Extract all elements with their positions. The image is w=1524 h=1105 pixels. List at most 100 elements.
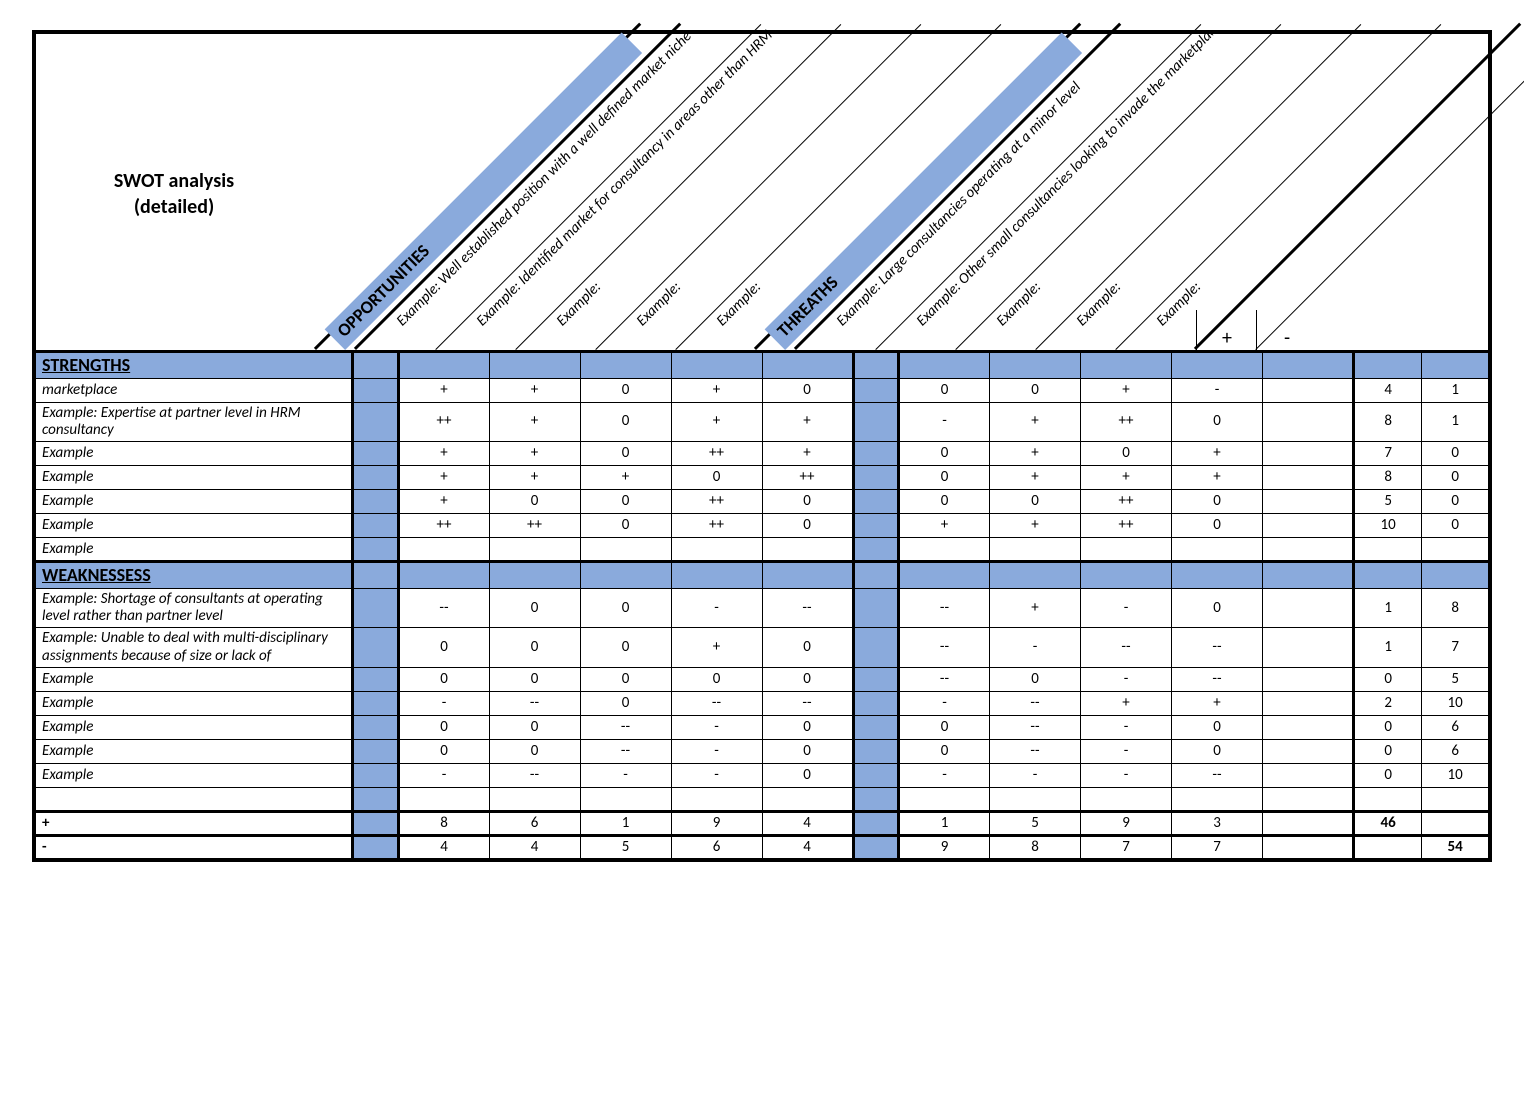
cell: + <box>398 490 489 514</box>
row-plus-total: 10 <box>1354 514 1422 538</box>
opportunities-spacer <box>353 588 399 628</box>
cell <box>762 538 853 562</box>
opportunities-spacer <box>353 378 399 402</box>
cell: 0 <box>489 715 580 739</box>
grand-minus: 54 <box>1422 836 1490 861</box>
cell: 0 <box>1081 442 1172 466</box>
col-total: 1 <box>580 811 671 835</box>
row-plus-total: 0 <box>1354 667 1422 691</box>
cell: 0 <box>580 514 671 538</box>
cell: 0 <box>762 490 853 514</box>
cell: - <box>990 763 1081 787</box>
cell: 0 <box>489 739 580 763</box>
cell: + <box>990 442 1081 466</box>
opportunities-spacer <box>353 763 399 787</box>
cell: - <box>899 402 990 442</box>
row-label: Example <box>34 763 353 787</box>
row-plus-total: 0 <box>1354 715 1422 739</box>
col-total <box>1263 811 1354 835</box>
cell: + <box>398 378 489 402</box>
threats-spacer <box>853 466 899 490</box>
row-minus-total: 1 <box>1422 378 1490 402</box>
cell <box>1263 763 1354 787</box>
cell: 0 <box>580 628 671 668</box>
cell: + <box>489 442 580 466</box>
cell: + <box>762 402 853 442</box>
cell: -- <box>1172 667 1263 691</box>
cell: 0 <box>762 715 853 739</box>
totals-label: - <box>34 836 353 861</box>
cell: 0 <box>762 378 853 402</box>
col-total: 4 <box>762 836 853 861</box>
cell: - <box>398 691 489 715</box>
cell: 0 <box>899 466 990 490</box>
cell: - <box>1172 378 1263 402</box>
cell <box>1263 588 1354 628</box>
threats-spacer <box>853 787 899 811</box>
cell <box>762 787 853 811</box>
cell: - <box>671 588 762 628</box>
cell: - <box>990 628 1081 668</box>
cell: -- <box>1081 628 1172 668</box>
row-plus-total: 1 <box>1354 588 1422 628</box>
cell <box>1263 442 1354 466</box>
cell: 0 <box>398 667 489 691</box>
cell <box>1263 466 1354 490</box>
cell: 0 <box>489 667 580 691</box>
col-total <box>1263 836 1354 861</box>
threats-spacer <box>853 442 899 466</box>
grand-plus <box>1354 836 1422 861</box>
row-plus-total <box>1354 538 1422 562</box>
cell: -- <box>398 588 489 628</box>
row-minus-total: 5 <box>1422 667 1490 691</box>
swot-container: SWOT analysis (detailed) + - OPPORTUNITI… <box>32 30 1492 862</box>
cell: + <box>398 442 489 466</box>
cell: - <box>671 763 762 787</box>
cell: - <box>580 763 671 787</box>
threats-spacer <box>853 667 899 691</box>
cell <box>1263 490 1354 514</box>
cell: + <box>1172 442 1263 466</box>
row-label <box>34 787 353 811</box>
opportunities-spacer <box>353 691 399 715</box>
cell: + <box>671 628 762 668</box>
cell: 0 <box>1172 514 1263 538</box>
cell: - <box>899 691 990 715</box>
cell: -- <box>1172 763 1263 787</box>
opportunities-spacer <box>353 514 399 538</box>
cell <box>489 787 580 811</box>
threats-spacer <box>853 715 899 739</box>
opportunities-spacer <box>353 667 399 691</box>
cell: 0 <box>762 628 853 668</box>
col-total: 5 <box>990 811 1081 835</box>
cell <box>489 538 580 562</box>
row-label: Example <box>34 466 353 490</box>
cell: 0 <box>990 667 1081 691</box>
row-plus-total: 0 <box>1354 739 1422 763</box>
col-total: 4 <box>489 836 580 861</box>
cell: ++ <box>671 514 762 538</box>
cell: + <box>398 466 489 490</box>
col-total: 7 <box>1172 836 1263 861</box>
threats-spacer <box>853 739 899 763</box>
cell <box>1081 787 1172 811</box>
cell: - <box>1081 667 1172 691</box>
cell: 0 <box>580 378 671 402</box>
cell <box>671 538 762 562</box>
cell: 0 <box>899 490 990 514</box>
cell: 0 <box>899 715 990 739</box>
cell: 0 <box>990 378 1081 402</box>
totals-label: + <box>34 811 353 835</box>
cell: 0 <box>398 628 489 668</box>
cell: -- <box>1172 628 1263 668</box>
cell: 0 <box>762 514 853 538</box>
col-total: 6 <box>489 811 580 835</box>
swot-table: STRENGTHSmarketplace++0+000+-41Example: … <box>32 350 1492 862</box>
col-total: 1 <box>899 811 990 835</box>
row-label: Example <box>34 442 353 466</box>
cell: ++ <box>671 490 762 514</box>
row-minus-total: 6 <box>1422 739 1490 763</box>
col-total: 3 <box>1172 811 1263 835</box>
threats-spacer <box>853 514 899 538</box>
cell: -- <box>762 691 853 715</box>
